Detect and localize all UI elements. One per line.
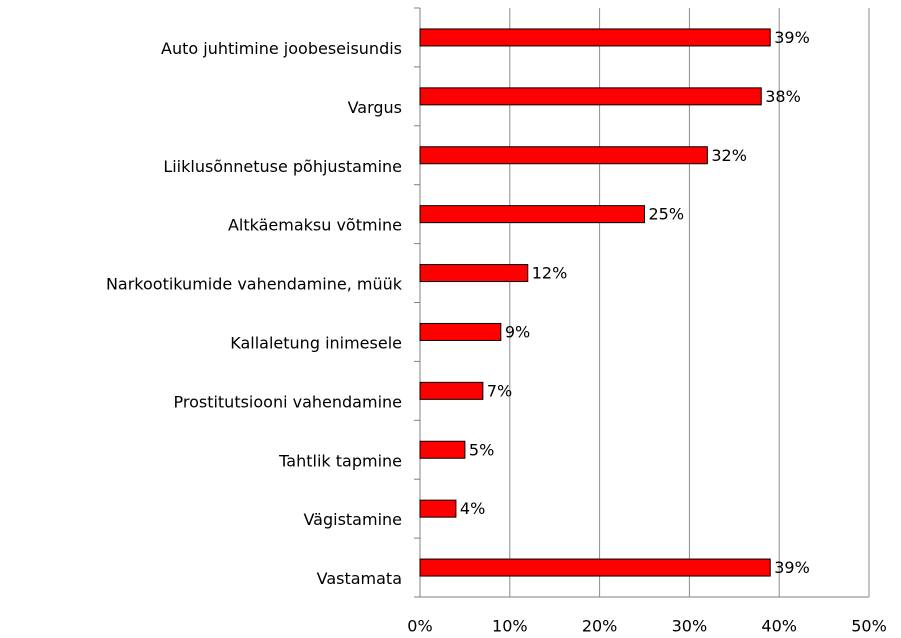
x-tick-label: 20% bbox=[582, 617, 618, 636]
x-tick-label: 0% bbox=[407, 617, 432, 636]
data-label: 38% bbox=[765, 87, 801, 106]
y-tick-label: Kallaletung inimesele bbox=[230, 333, 402, 352]
data-label: 25% bbox=[649, 205, 685, 224]
bar bbox=[419, 322, 502, 341]
x-tick-label: 40% bbox=[761, 617, 797, 636]
data-label: 39% bbox=[774, 28, 810, 47]
bar bbox=[419, 558, 771, 577]
bar bbox=[419, 146, 708, 165]
y-tick-label: Auto juhtimine joobeseisundis bbox=[161, 39, 402, 58]
bar bbox=[419, 205, 645, 224]
data-label: 7% bbox=[487, 381, 512, 400]
y-tick-label: Narkootikumide vahendamine, müük bbox=[106, 275, 403, 294]
y-tick-label: Tahtlik tapmine bbox=[278, 451, 402, 470]
x-tick-label: 10% bbox=[492, 617, 528, 636]
y-tick-label: Altkäemaksu võtmine bbox=[228, 216, 402, 235]
data-label: 9% bbox=[505, 322, 530, 341]
bar bbox=[419, 87, 762, 106]
bar bbox=[419, 28, 771, 47]
data-label: 12% bbox=[532, 264, 568, 283]
bar bbox=[419, 440, 466, 459]
y-tick-label: Vägistamine bbox=[303, 510, 402, 529]
data-label: 39% bbox=[774, 558, 810, 577]
y-tick-label: Prostitutsiooni vahendamine bbox=[173, 392, 402, 411]
y-tick-label: Liiklusõnnetuse põhjustamine bbox=[163, 157, 402, 176]
bar bbox=[419, 499, 457, 518]
y-tick-label: Vastamata bbox=[317, 569, 402, 588]
x-tick-label: 50% bbox=[851, 617, 887, 636]
data-label: 5% bbox=[469, 440, 494, 459]
x-tick-label: 30% bbox=[672, 617, 708, 636]
bar bbox=[419, 381, 484, 400]
data-label: 4% bbox=[460, 499, 485, 518]
y-tick-label: Vargus bbox=[348, 98, 402, 117]
data-label: 32% bbox=[711, 146, 747, 165]
bar bbox=[419, 264, 529, 283]
